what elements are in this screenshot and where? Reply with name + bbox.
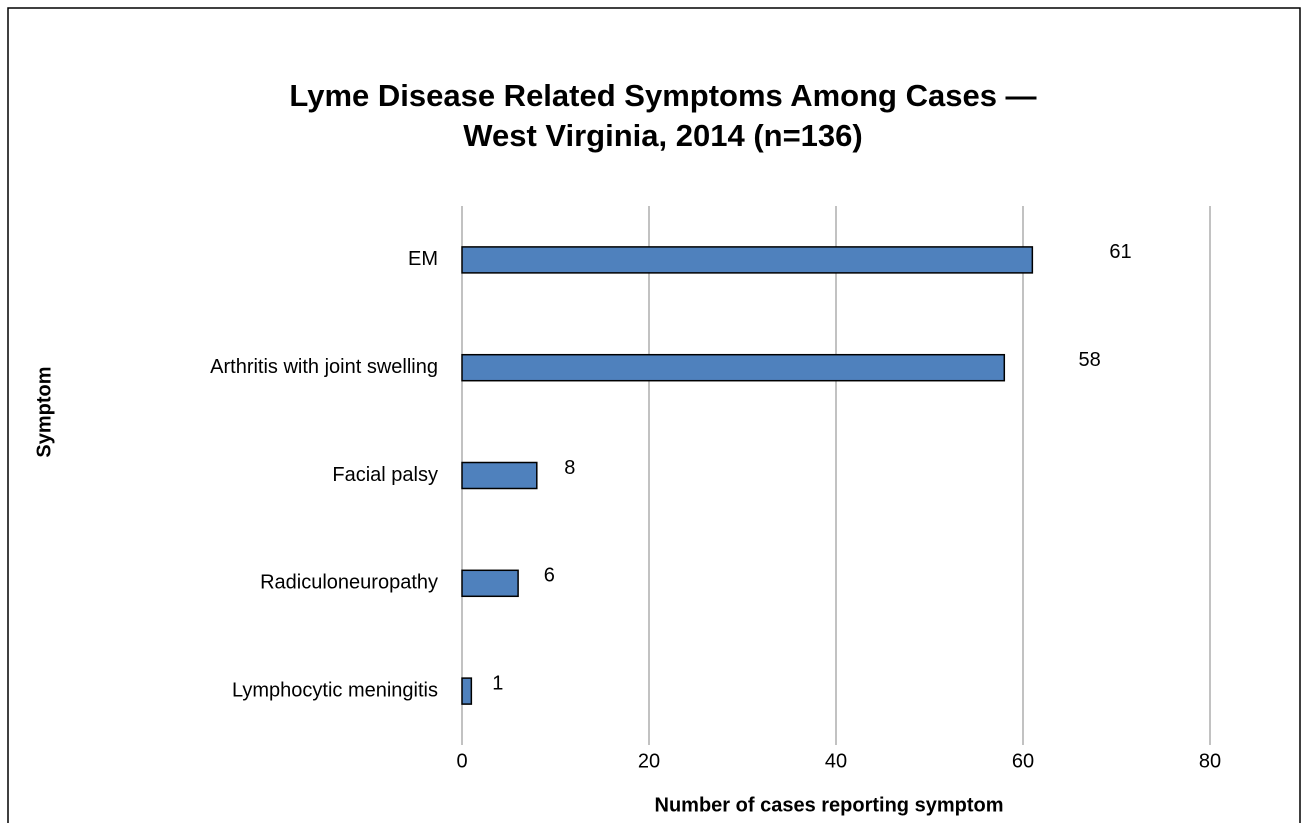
chart-title: West Virginia, 2014 (n=136) xyxy=(463,118,862,153)
y-tick-label: Arthritis with joint swelling xyxy=(210,356,438,378)
y-tick-label: Facial palsy xyxy=(332,464,438,486)
x-tick-label: 0 xyxy=(456,750,467,772)
x-tick-label: 40 xyxy=(825,750,847,772)
bar xyxy=(461,246,1034,274)
data-label: 8 xyxy=(564,457,575,479)
bar xyxy=(461,353,1006,382)
bar xyxy=(461,569,519,598)
chart-title: Lyme Disease Related Symptoms Among Case… xyxy=(289,78,1036,113)
bar xyxy=(461,461,538,490)
x-tick-label: 60 xyxy=(1012,750,1034,772)
data-label: 1 xyxy=(492,672,503,694)
y-tick-label: EM xyxy=(408,248,438,270)
x-tick-label: 20 xyxy=(638,750,660,772)
x-axis-title: Number of cases reporting symptom xyxy=(655,794,1004,816)
data-label: 6 xyxy=(544,565,555,587)
bar xyxy=(461,677,473,705)
data-label: 61 xyxy=(1109,241,1131,263)
chart-frame xyxy=(7,7,1301,823)
y-tick-label: Lymphocytic meningitis xyxy=(232,679,438,701)
y-tick-label: Radiculoneuropathy xyxy=(260,572,438,594)
y-axis-title: Symptom xyxy=(33,366,55,457)
x-tick-label: 80 xyxy=(1199,750,1221,772)
data-label: 58 xyxy=(1079,349,1101,371)
